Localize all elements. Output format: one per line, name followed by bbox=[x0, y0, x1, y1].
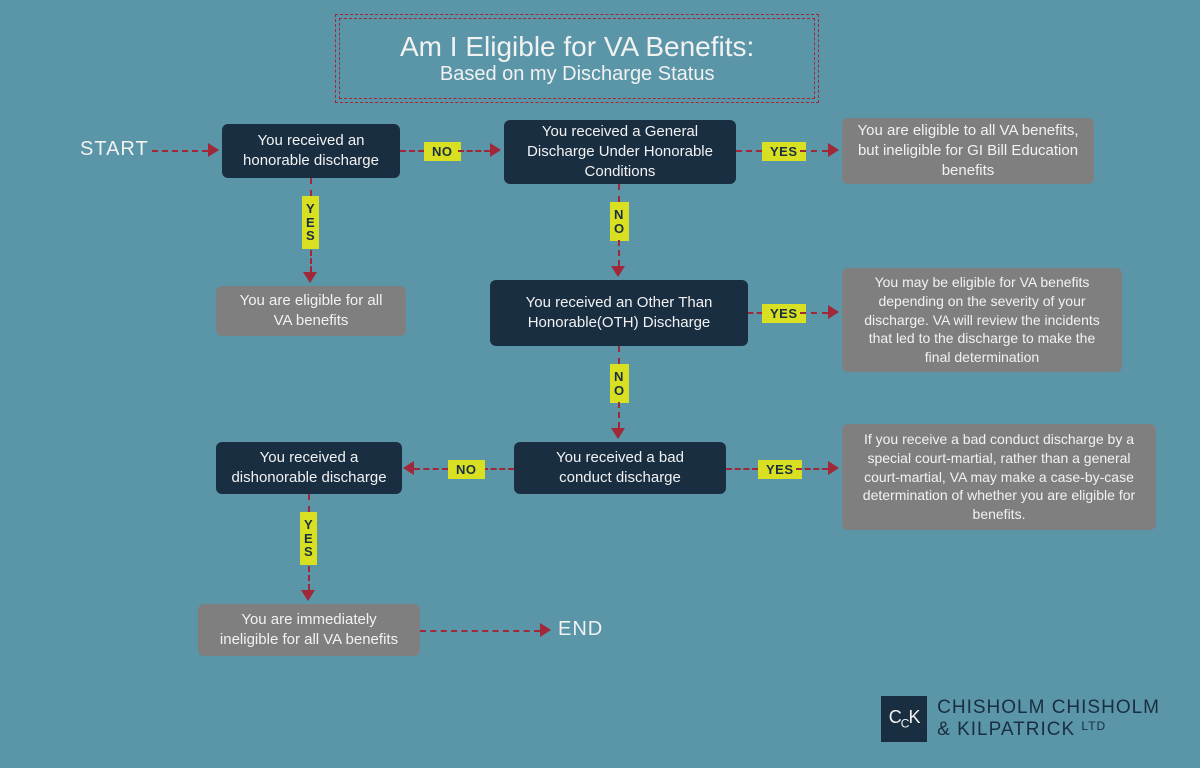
arrow-q4-q5-a bbox=[482, 468, 514, 470]
arrow-q2-q3-b bbox=[618, 240, 620, 266]
arrow-q3-q4-b bbox=[618, 402, 620, 428]
edge-q4-yes: YES bbox=[758, 460, 802, 479]
title-main: Am I Eligible for VA Benefits: bbox=[400, 31, 754, 63]
arrow-q3-r3-b bbox=[800, 312, 828, 314]
logo-line1: CHISHOLM CHISHOLM bbox=[937, 697, 1160, 719]
arrow-q5-r5-a bbox=[308, 494, 310, 512]
arrow-q4-q5-b bbox=[414, 468, 448, 470]
edge-q2-no: NO bbox=[610, 202, 629, 241]
node-bad-conduct: You received a bad conduct discharge bbox=[514, 442, 726, 494]
end-label: END bbox=[558, 618, 603, 641]
arrow-r5-end bbox=[420, 630, 540, 632]
arrow-q2-r2-b bbox=[800, 150, 828, 152]
logo-text: CHISHOLM CHISHOLM & KILPATRICK LTD bbox=[937, 697, 1160, 741]
edge-q4-no: NO bbox=[448, 460, 485, 479]
arrow-q2-q3-head bbox=[611, 266, 625, 277]
arrow-q4-r4-head bbox=[828, 461, 839, 475]
edge-q5-yes: YES bbox=[300, 512, 317, 565]
title-sub: Based on my Discharge Status bbox=[400, 63, 754, 86]
arrow-q5-r5-head bbox=[301, 590, 315, 601]
logo: CCK CHISHOLM CHISHOLM & KILPATRICK LTD bbox=[881, 696, 1160, 742]
arrow-q3-q4-head bbox=[611, 428, 625, 439]
logo-mark-text: CCK bbox=[889, 707, 920, 731]
edge-q1-yes: YES bbox=[302, 196, 319, 249]
arrow-q2-q3-a bbox=[618, 184, 620, 202]
node-dishonorable: You received a dishonorable discharge bbox=[216, 442, 402, 494]
edge-q1-no: NO bbox=[424, 142, 461, 161]
node-oth-discharge: You received an Other Than Honorable(OTH… bbox=[490, 280, 748, 346]
arrow-q4-r4-a bbox=[726, 468, 758, 470]
arrow-q5-r5-b bbox=[308, 566, 310, 590]
node-general-discharge: You received a General Discharge Under H… bbox=[504, 120, 736, 184]
arrow-q4-q5-head bbox=[403, 461, 414, 475]
arrow-start-head bbox=[208, 143, 219, 157]
node-result-oth: You may be eligible for VA benefits depe… bbox=[842, 268, 1122, 372]
edge-q3-yes: YES bbox=[762, 304, 806, 323]
arrow-q1-r1-b bbox=[310, 250, 312, 272]
start-label: START bbox=[80, 138, 149, 161]
edge-q2-yes: YES bbox=[762, 142, 806, 161]
arrow-q2-r2-head bbox=[828, 143, 839, 157]
title-box: Am I Eligible for VA Benefits: Based on … bbox=[335, 14, 819, 103]
arrow-q3-r3-head bbox=[828, 305, 839, 319]
arrow-q1-r1-head bbox=[303, 272, 317, 283]
edge-q3-no: NO bbox=[610, 364, 629, 403]
arrow-q1-r1-a bbox=[310, 178, 312, 196]
arrow-start bbox=[152, 150, 208, 152]
node-result-general: You are eligible to all VA benefits, but… bbox=[842, 118, 1094, 184]
arrow-q1-q2-head bbox=[490, 143, 501, 157]
arrow-q3-r3-a bbox=[748, 312, 762, 314]
title-inner: Am I Eligible for VA Benefits: Based on … bbox=[339, 18, 815, 99]
node-result-ineligible: You are immediately ineligible for all V… bbox=[198, 604, 420, 656]
arrow-r5-end-head bbox=[540, 623, 551, 637]
arrow-q2-r2-a bbox=[736, 150, 762, 152]
arrow-q4-r4-b bbox=[796, 468, 828, 470]
node-result-all-benefits: You are eligible for all VA benefits bbox=[216, 286, 406, 336]
logo-line2: & KILPATRICK LTD bbox=[937, 719, 1160, 741]
node-result-bad-conduct: If you receive a bad conduct discharge b… bbox=[842, 424, 1156, 530]
node-honorable-discharge: You received an honorable discharge bbox=[222, 124, 400, 178]
arrow-q1-q2-a bbox=[400, 150, 424, 152]
arrow-q1-q2-b bbox=[458, 150, 490, 152]
arrow-q3-q4-a bbox=[618, 346, 620, 364]
logo-mark: CCK bbox=[881, 696, 927, 742]
